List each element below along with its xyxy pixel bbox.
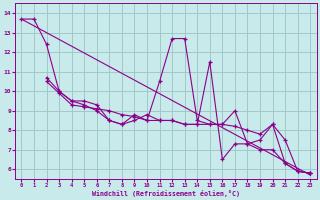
X-axis label: Windchill (Refroidissement éolien,°C): Windchill (Refroidissement éolien,°C) — [92, 190, 240, 197]
